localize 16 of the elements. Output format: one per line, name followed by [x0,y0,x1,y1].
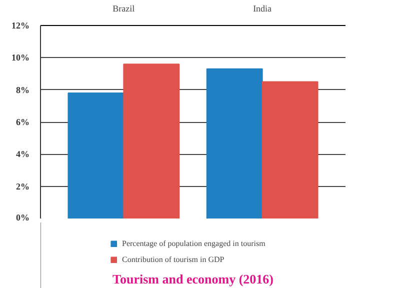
bar [123,64,180,218]
bar [68,92,124,218]
legend-label: Percentage of population engaged in tourism [122,238,266,248]
legend-label: Contribution of tourism in GDP [122,254,224,264]
y-tick-label: 8% [16,84,30,95]
y-tick-label: 2% [16,181,30,192]
y-tick-label: 0% [16,212,30,222]
x-tick-label: Brazil [112,4,136,14]
x-tick-label: India [253,4,272,14]
bar [206,68,263,218]
y-tick-label: 6% [16,117,30,127]
text: Tourism and economy (2016) [112,272,274,286]
y-tick-label: 12% [12,20,30,30]
y-tick-label: 10% [12,52,30,63]
bar [262,81,318,218]
y-tick-label: 4% [16,149,30,160]
